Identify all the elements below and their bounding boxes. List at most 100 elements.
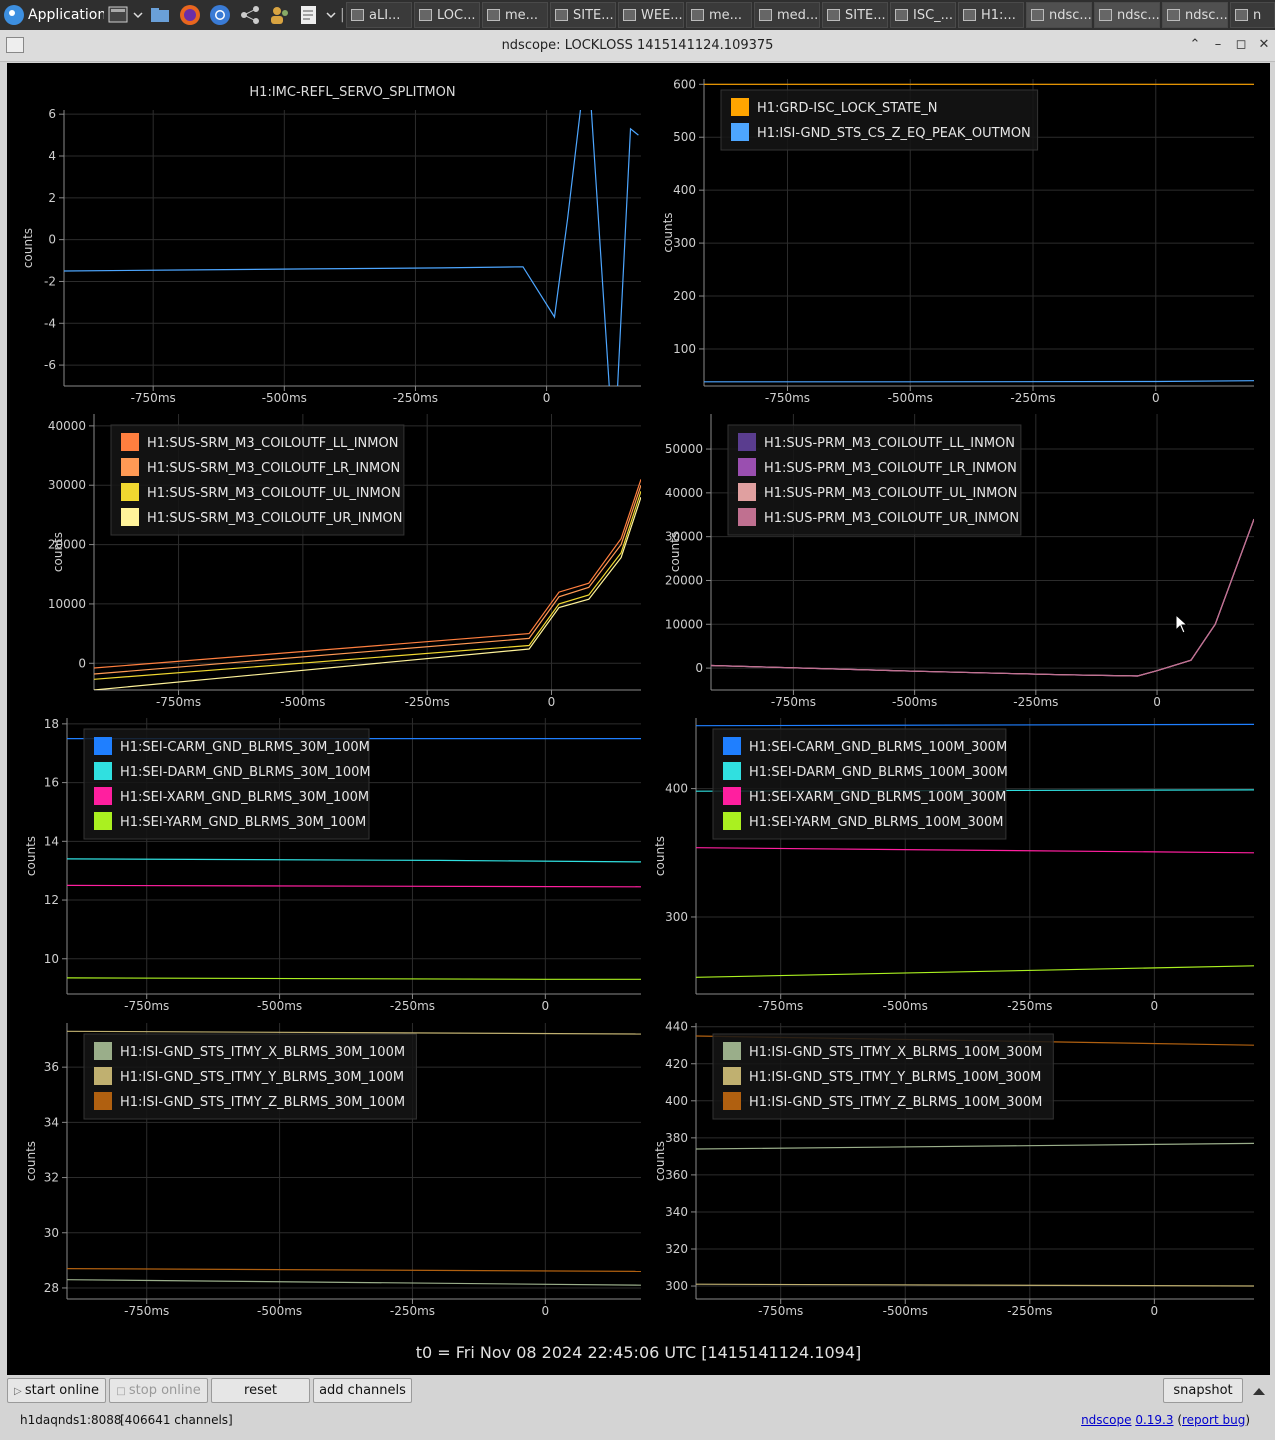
legend-swatch	[121, 433, 139, 451]
window-minimize-icon[interactable]: –	[1214, 37, 1222, 52]
legend-swatch	[121, 508, 139, 526]
applications-menu[interactable]: Applications	[28, 7, 104, 23]
window-icon	[555, 9, 568, 21]
file-manager-icon[interactable]	[149, 2, 173, 28]
legend-label: H1:SUS-SRM_M3_COILOUTF_UL_INMON	[147, 486, 401, 501]
firefox-icon[interactable]	[178, 2, 204, 28]
legend-label: H1:SEI-DARM_GND_BLRMS_100M_300M	[749, 765, 1008, 780]
series-line	[696, 723, 1254, 727]
x-tick-label: 0	[543, 391, 551, 405]
window-icon	[419, 9, 432, 21]
y-tick-label: 10	[44, 952, 59, 966]
version-link[interactable]: 0.19.3	[1135, 1413, 1174, 1427]
task-button[interactable]: SITE...	[822, 2, 888, 28]
x-tick-label: -250ms	[393, 391, 438, 405]
task-label: SITE...	[845, 8, 886, 23]
legend-label: H1:SUS-PRM_M3_COILOUTF_LL_INMON	[764, 436, 1015, 451]
x-tick-label: 0	[1152, 391, 1160, 405]
task-button[interactable]: med...	[754, 2, 820, 28]
start-online-button[interactable]: ▷ start online	[7, 1378, 106, 1403]
series-line	[696, 847, 1254, 854]
legend-swatch	[738, 483, 756, 501]
window-menu-icon[interactable]	[6, 37, 24, 53]
x-tick-label: -250ms	[1007, 999, 1052, 1013]
x-tick-label: -500ms	[883, 999, 928, 1013]
task-button[interactable]: me...	[686, 2, 752, 28]
series-line	[711, 518, 1254, 677]
share-icon[interactable]	[238, 2, 264, 28]
legend-swatch	[94, 1042, 112, 1060]
y-axis-label: counts	[24, 836, 38, 876]
window-shade-icon[interactable]: ⌃	[1189, 37, 1201, 52]
legend-label: H1:ISI-GND_STS_ITMY_X_BLRMS_30M_100M	[120, 1045, 405, 1060]
task-label: WEE...	[641, 8, 683, 23]
task-button[interactable]: me...	[482, 2, 548, 28]
stop-icon: □	[116, 1386, 129, 1397]
task-button[interactable]: n	[1230, 2, 1275, 28]
y-tick-label: 300	[673, 236, 696, 250]
series-line	[67, 858, 641, 863]
window-icon	[487, 9, 500, 21]
series-line	[67, 977, 641, 980]
task-label: ISC_...	[913, 8, 954, 23]
legend-label: H1:SEI-CARM_GND_BLRMS_30M_100M	[120, 740, 370, 755]
task-button[interactable]: WEE...	[618, 2, 684, 28]
series-line	[94, 491, 641, 680]
window-icon	[691, 9, 704, 21]
window-close-icon[interactable]: ✕	[1258, 37, 1270, 52]
series-line	[67, 1267, 641, 1273]
y-tick-label: 380	[665, 1131, 688, 1145]
y-tick-label: 18	[44, 717, 59, 731]
y-tick-label: 6	[48, 107, 56, 121]
task-button[interactable]: ISC_...	[890, 2, 956, 28]
legend-label: H1:SEI-CARM_GND_BLRMS_100M_300M	[749, 740, 1007, 755]
y-axis-label: counts	[21, 228, 35, 268]
terminal-icon[interactable]	[108, 2, 130, 28]
task-button[interactable]: LOC...	[414, 2, 480, 28]
x-tick-label: -750ms	[758, 999, 803, 1013]
chevron-down-icon[interactable]	[131, 2, 145, 28]
legend-swatch	[731, 98, 749, 116]
users-icon[interactable]	[268, 2, 294, 28]
add-channels-button[interactable]: add channels	[313, 1378, 412, 1403]
play-icon: ▷	[14, 1386, 25, 1397]
snapshot-button[interactable]: snapshot	[1163, 1378, 1243, 1403]
stop-online-button[interactable]: □ stop online	[109, 1378, 208, 1403]
series-line	[67, 1030, 641, 1035]
series-line	[64, 110, 639, 386]
chromium-icon[interactable]	[208, 2, 234, 28]
status-bar: h1daqnds1:8088 [406641 channels] ndscope…	[0, 1407, 1275, 1440]
series-line	[696, 1142, 1254, 1150]
series-line	[696, 965, 1254, 978]
task-label: n	[1253, 8, 1262, 23]
window-maximize-icon[interactable]: ◻	[1235, 37, 1247, 52]
task-button[interactable]: SITE...	[550, 2, 616, 28]
plot-area: -750ms -500ms -250ms 0 6 4 2 0 -2 -4 -6 counts H1:IM…	[7, 63, 1270, 1375]
y-tick-label: 440	[665, 1020, 688, 1034]
task-button[interactable]: aLI...	[346, 2, 412, 28]
reset-button[interactable]: reset	[211, 1378, 310, 1403]
x-tick-label: 0	[1153, 695, 1161, 709]
y-tick-label: 340	[665, 1205, 688, 1219]
legend-label: H1:SUS-SRM_M3_COILOUTF_UR_INMON	[147, 511, 403, 526]
legend-label: H1:SUS-SRM_M3_COILOUTF_LR_INMON	[147, 461, 400, 476]
task-button[interactable]: ndsc...	[1026, 2, 1092, 28]
y-tick-label: 4	[48, 149, 56, 163]
task-button[interactable]: H1:...	[958, 2, 1024, 28]
app-name-link[interactable]: ndscope	[1081, 1413, 1132, 1427]
applications-menu-icon[interactable]	[2, 2, 28, 28]
report-bug-link[interactable]: report bug	[1182, 1413, 1246, 1427]
plot-title: H1:IMC-REFL_SERVO_SPLITMON	[249, 85, 455, 100]
plots-canvas[interactable]: -750ms -500ms -250ms 06420-2-4-6countsH1:IM…	[7, 63, 1270, 1375]
task-button[interactable]: ndsc...	[1162, 2, 1228, 28]
legend-swatch	[723, 762, 741, 780]
text-editor-icon[interactable]	[298, 2, 322, 28]
series-line	[94, 479, 641, 669]
y-tick-label: 100	[673, 342, 696, 356]
task-button[interactable]: ndsc...	[1094, 2, 1160, 28]
legend-label: H1:SEI-YARM_GND_BLRMS_30M_100M	[120, 815, 366, 830]
expand-up-icon[interactable]	[1250, 1383, 1268, 1399]
chevron-down-icon-2[interactable]	[324, 2, 338, 28]
legend-swatch	[738, 508, 756, 526]
legend-box	[727, 424, 1022, 536]
